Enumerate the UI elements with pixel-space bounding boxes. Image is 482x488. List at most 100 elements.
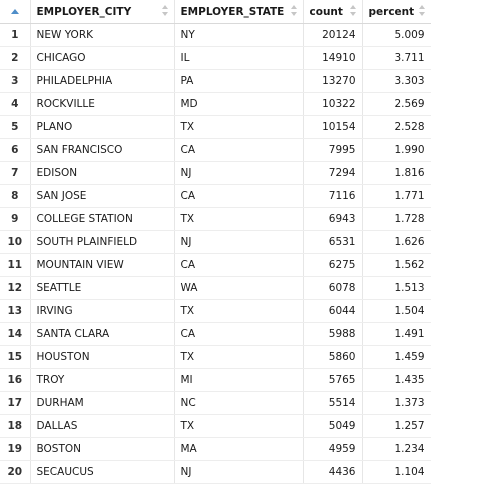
sort-toggle-icon[interactable]	[418, 4, 425, 18]
row-number: 14	[0, 322, 31, 346]
table-row[interactable]: 12 SEATTLE WA 6078 1.513	[0, 276, 432, 300]
cell-employer-city: SEATTLE	[30, 276, 175, 300]
column-header-count[interactable]: count	[303, 0, 363, 24]
cell-employer-state: IL	[174, 46, 304, 70]
cell-employer-city: SOUTH PLAINFIELD	[30, 230, 175, 254]
cell-count: 7116	[303, 184, 363, 208]
sort-toggle-icon[interactable]	[161, 4, 168, 18]
cell-percent: 1.513	[362, 276, 432, 300]
cell-count: 4436	[303, 460, 363, 484]
cell-percent: 3.303	[362, 69, 432, 93]
table-row[interactable]: 14 SANTA CLARA CA 5988 1.491	[0, 322, 432, 346]
sort-toggle-icon[interactable]	[290, 4, 297, 18]
table-row[interactable]: 19 BOSTON MA 4959 1.234	[0, 437, 432, 461]
row-number: 15	[0, 345, 31, 369]
cell-employer-state: CA	[174, 322, 304, 346]
cell-employer-city: NEW YORK	[30, 23, 175, 47]
table-row[interactable]: 5 PLANO TX 10154 2.528	[0, 115, 432, 139]
cell-percent: 1.459	[362, 345, 432, 369]
column-header-label: EMPLOYER_STATE	[180, 5, 285, 18]
cell-employer-state: TX	[174, 207, 304, 231]
row-number: 9	[0, 207, 31, 231]
table-row[interactable]: 18 DALLAS TX 5049 1.257	[0, 414, 432, 438]
row-number-header[interactable]	[0, 0, 31, 24]
cell-count: 7995	[303, 138, 363, 162]
cell-percent: 1.435	[362, 368, 432, 392]
cell-percent: 1.562	[362, 253, 432, 277]
cell-employer-city: HOUSTON	[30, 345, 175, 369]
cell-percent: 1.491	[362, 322, 432, 346]
cell-employer-state: NJ	[174, 460, 304, 484]
cell-employer-state: MD	[174, 92, 304, 116]
cell-count: 14910	[303, 46, 363, 70]
cell-count: 6531	[303, 230, 363, 254]
cell-count: 6943	[303, 207, 363, 231]
row-number: 20	[0, 460, 31, 484]
table-row[interactable]: 2 CHICAGO IL 14910 3.711	[0, 46, 432, 70]
table-row[interactable]: 11 MOUNTAIN VIEW CA 6275 1.562	[0, 253, 432, 277]
table-row[interactable]: 4 ROCKVILLE MD 10322 2.569	[0, 92, 432, 116]
cell-employer-state: PA	[174, 69, 304, 93]
cell-employer-state: TX	[174, 299, 304, 323]
cell-percent: 1.373	[362, 391, 432, 415]
cell-count: 10154	[303, 115, 363, 139]
cell-employer-city: DALLAS	[30, 414, 175, 438]
row-number: 13	[0, 299, 31, 323]
table-row[interactable]: 20 SECAUCUS NJ 4436 1.104	[0, 460, 432, 484]
cell-employer-city: SECAUCUS	[30, 460, 175, 484]
cell-employer-city: SAN JOSE	[30, 184, 175, 208]
table-row[interactable]: 10 SOUTH PLAINFIELD NJ 6531 1.626	[0, 230, 432, 254]
cell-count: 4959	[303, 437, 363, 461]
cell-employer-state: CA	[174, 138, 304, 162]
table-row[interactable]: 16 TROY MI 5765 1.435	[0, 368, 432, 392]
cell-employer-city: EDISON	[30, 161, 175, 185]
row-number: 8	[0, 184, 31, 208]
cell-count: 5049	[303, 414, 363, 438]
row-number: 4	[0, 92, 31, 116]
table-row[interactable]: 13 IRVING TX 6044 1.504	[0, 299, 432, 323]
cell-employer-state: TX	[174, 414, 304, 438]
cell-employer-city: DURHAM	[30, 391, 175, 415]
table-row[interactable]: 9 COLLEGE STATION TX 6943 1.728	[0, 207, 432, 231]
cell-employer-state: NY	[174, 23, 304, 47]
sort-toggle-icon[interactable]	[349, 4, 356, 18]
table-row[interactable]: 6 SAN FRANCISCO CA 7995 1.990	[0, 138, 432, 162]
cell-percent: 1.771	[362, 184, 432, 208]
cell-employer-city: SANTA CLARA	[30, 322, 175, 346]
column-header-percent[interactable]: percent	[362, 0, 432, 24]
column-header-label: count	[309, 5, 343, 18]
cell-employer-city: TROY	[30, 368, 175, 392]
cell-count: 6078	[303, 276, 363, 300]
cell-employer-city: IRVING	[30, 299, 175, 323]
table-row[interactable]: 3 PHILADELPHIA PA 13270 3.303	[0, 69, 432, 93]
column-header-employer-city[interactable]: EMPLOYER_CITY	[30, 0, 175, 24]
header-row: EMPLOYER_CITY EMPLOYER_STATE count perce…	[0, 0, 432, 24]
table-row[interactable]: 8 SAN JOSE CA 7116 1.771	[0, 184, 432, 208]
cell-percent: 1.504	[362, 299, 432, 323]
cell-employer-state: NC	[174, 391, 304, 415]
cell-employer-state: CA	[174, 253, 304, 277]
cell-count: 10322	[303, 92, 363, 116]
table-row[interactable]: 17 DURHAM NC 5514 1.373	[0, 391, 432, 415]
cell-percent: 1.104	[362, 460, 432, 484]
table-row[interactable]: 15 HOUSTON TX 5860 1.459	[0, 345, 432, 369]
cell-employer-state: NJ	[174, 161, 304, 185]
table-row[interactable]: 7 EDISON NJ 7294 1.816	[0, 161, 432, 185]
cell-percent: 1.728	[362, 207, 432, 231]
cell-count: 5514	[303, 391, 363, 415]
cell-percent: 1.234	[362, 437, 432, 461]
column-header-label: EMPLOYER_CITY	[36, 5, 132, 18]
table-row[interactable]: 1 NEW YORK NY 20124 5.009	[0, 23, 432, 47]
cell-count: 13270	[303, 69, 363, 93]
row-number: 19	[0, 437, 31, 461]
cell-employer-city: MOUNTAIN VIEW	[30, 253, 175, 277]
cell-count: 5860	[303, 345, 363, 369]
cell-percent: 2.569	[362, 92, 432, 116]
table-body: 1 NEW YORK NY 20124 5.009 2 CHICAGO IL 14910 3.71…	[0, 23, 432, 484]
row-number: 6	[0, 138, 31, 162]
cell-employer-state: TX	[174, 115, 304, 139]
column-header-employer-state[interactable]: EMPLOYER_STATE	[174, 0, 304, 24]
cell-percent: 1.626	[362, 230, 432, 254]
cell-percent: 3.711	[362, 46, 432, 70]
